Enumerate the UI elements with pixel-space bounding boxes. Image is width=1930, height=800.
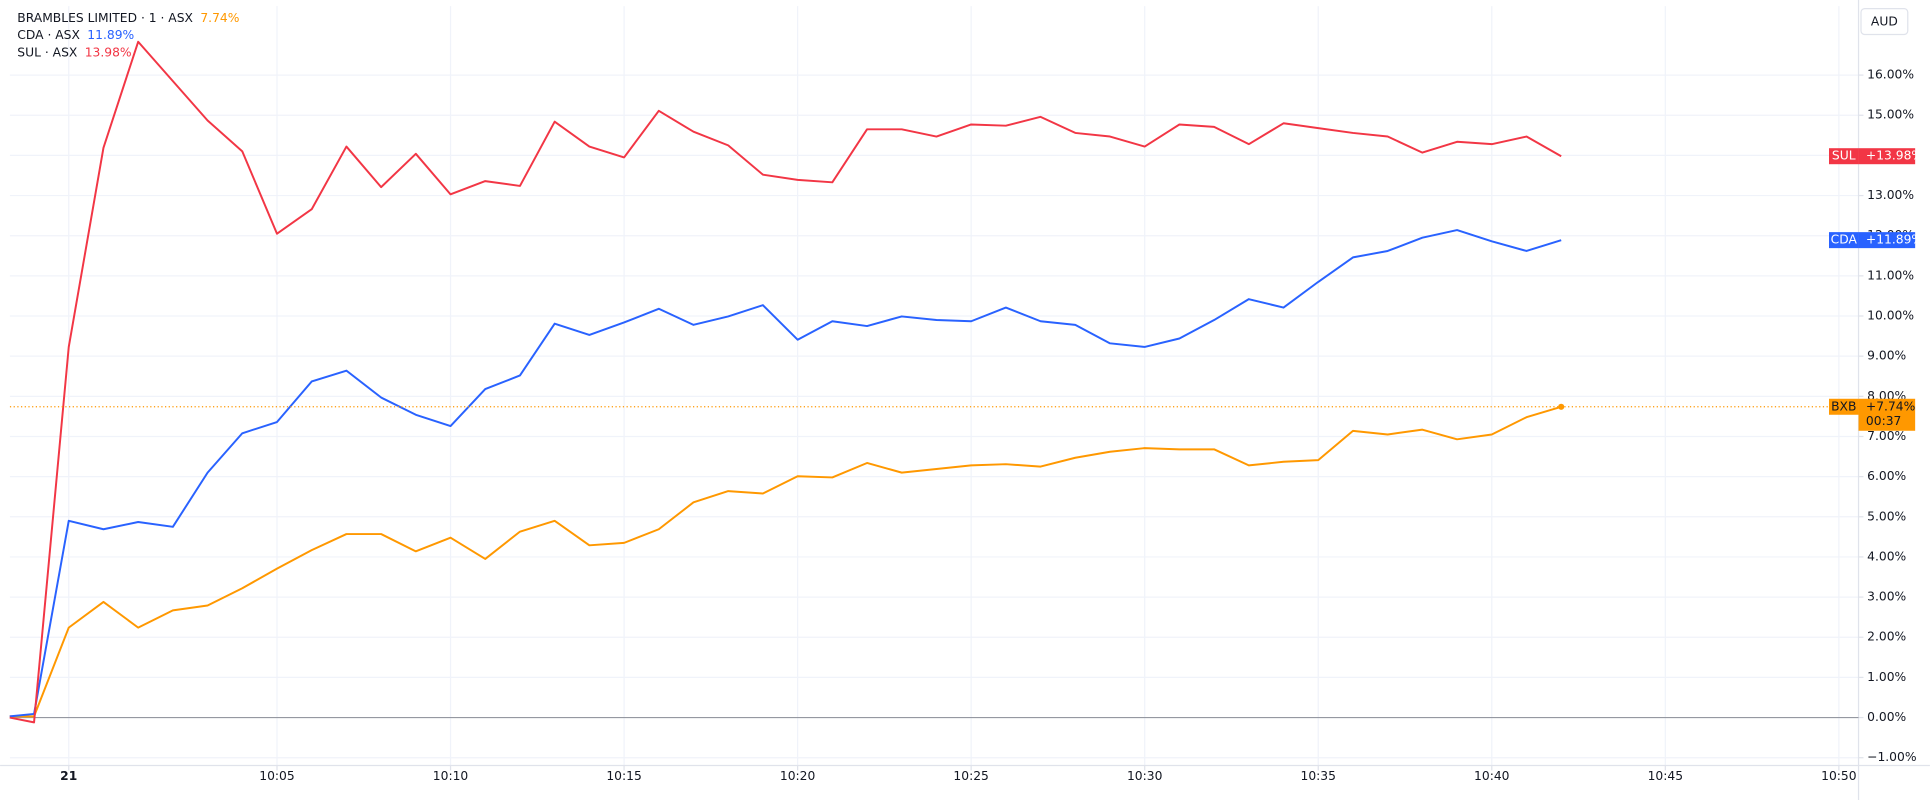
x-tick-label: 10:30 [1127, 769, 1162, 783]
y-tick-label: 13.00% [1867, 188, 1914, 202]
y-tick-label: 7.00% [1867, 429, 1906, 443]
legend-value: 11.89% [87, 28, 134, 42]
legend-value: 7.74% [200, 11, 239, 25]
symbol-badge-text: BXB [1831, 399, 1856, 413]
y-tick-label: 10.00% [1867, 309, 1914, 323]
symbol-badge [1829, 232, 1859, 249]
value-badge [1858, 148, 1916, 165]
legend-name: SUL · ASX [17, 45, 78, 59]
y-tick-label: 5.00% [1867, 509, 1906, 523]
series-line [9, 405, 1562, 718]
series-line [9, 229, 1562, 718]
value-badge-text: +11.89% [1866, 233, 1923, 247]
x-tick-label: 10:15 [606, 769, 641, 783]
x-tick-label: 10:40 [1474, 769, 1509, 783]
y-tick-label: −1.00% [1867, 750, 1916, 764]
x-tick-label: 10:20 [780, 769, 815, 783]
x-tick-label: 10:10 [433, 769, 468, 783]
x-tick-label: 10:25 [953, 769, 988, 783]
y-tick-label: 3.00% [1867, 590, 1906, 604]
symbol-badge-text: SUL [1832, 149, 1856, 163]
y-tick-label: 0.00% [1867, 710, 1906, 724]
y-tick-label: 11.00% [1867, 268, 1914, 282]
last-price-dot [1558, 403, 1565, 410]
currency-button[interactable] [1860, 8, 1909, 36]
legend-name: CDA · ASX [17, 28, 80, 42]
y-tick-label: 16.00% [1867, 68, 1914, 82]
value-badge-text: +7.74% [1866, 399, 1915, 413]
y-tick-label: 4.00% [1867, 549, 1906, 563]
legend-name: BRAMBLES LIMITED · 1 · ASX [17, 11, 193, 25]
x-tick-label: 10:50 [1821, 769, 1856, 783]
symbol-badge-text: CDA [1831, 233, 1858, 247]
symbol-badge [1829, 398, 1859, 415]
y-tick-label: 6.00% [1867, 469, 1906, 483]
value-badge [1858, 232, 1916, 249]
symbol-badge [1829, 148, 1859, 165]
y-tick-label: 1.00% [1867, 670, 1906, 684]
value-badge-text: +13.98% [1866, 149, 1923, 163]
y-tick-label: 15.00% [1867, 108, 1914, 122]
x-tick-label: 10:05 [259, 769, 294, 783]
value-badge [1858, 398, 1916, 431]
series-line [9, 40, 1562, 724]
x-tick-label: 10:35 [1301, 769, 1336, 783]
countdown: 00:37 [1866, 414, 1901, 428]
x-tick-label: 10:45 [1648, 769, 1683, 783]
currency-label[interactable]: AUD [1871, 15, 1898, 29]
x-tick-label: 21 [60, 769, 77, 783]
y-tick-label: 2.00% [1867, 630, 1906, 644]
legend-value: 13.98% [85, 45, 132, 59]
y-tick-label: 9.00% [1867, 349, 1906, 363]
